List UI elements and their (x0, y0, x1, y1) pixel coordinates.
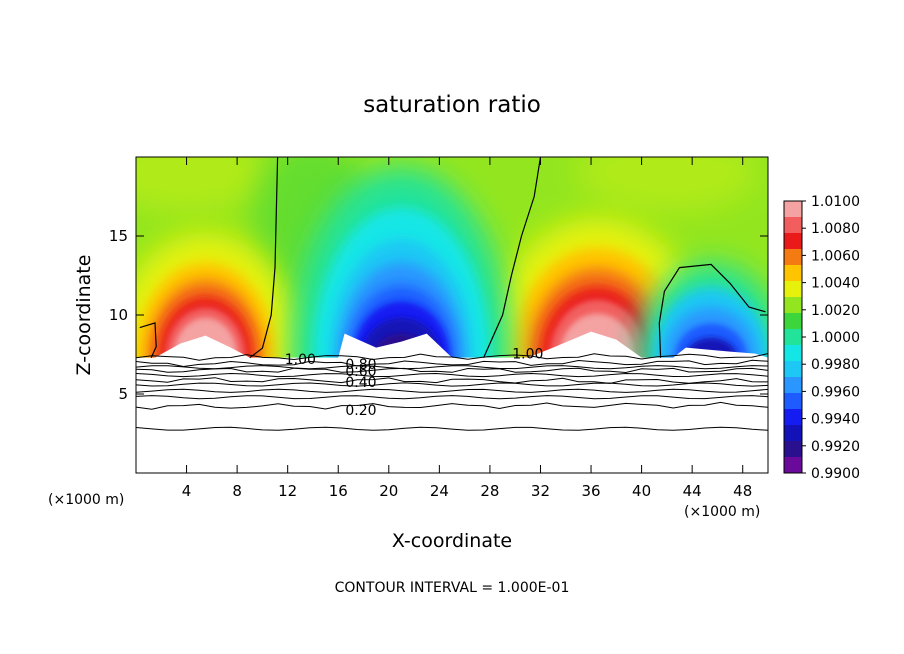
colorbar-label: 1.0020 (811, 303, 860, 319)
colorbar-label: 1.0040 (811, 276, 860, 292)
x-tick-label: 32 (531, 482, 550, 500)
colorbar-label: 1.0000 (811, 330, 860, 346)
blanked-region (136, 331, 768, 473)
contour-line (139, 322, 157, 358)
y-axis-ticks: 5 10 15 (109, 227, 768, 403)
colorbar-label: 1.0100 (811, 194, 860, 210)
x-tick-label: 44 (683, 482, 702, 500)
x-tick-label: 20 (379, 482, 398, 500)
colorbar-swatch (784, 297, 802, 314)
contour-line (136, 367, 768, 374)
colorbar-swatch (784, 425, 802, 442)
x-tick-label: 24 (430, 482, 449, 500)
contour-label: 1.00 (285, 352, 316, 368)
contour-label: 0.60 (345, 364, 376, 380)
contour-line (136, 372, 768, 378)
x-tick-label: 16 (329, 482, 348, 500)
colorbar-swatch (784, 377, 802, 394)
x-tick-label: 48 (733, 482, 752, 500)
contour-lines (136, 157, 768, 431)
colorbar-swatch (784, 233, 802, 250)
colorbar-swatch (784, 441, 802, 458)
colorbar-swatch (784, 217, 802, 234)
colorbar-swatch (784, 393, 802, 410)
contour-label: 1.00 (512, 347, 543, 363)
colorbar-swatch (784, 457, 802, 474)
x-tick-label: 8 (232, 482, 242, 500)
colorbar-label: 1.0080 (811, 221, 860, 237)
contour-line (136, 377, 768, 384)
field-band (136, 157, 267, 213)
y-tick-label: 15 (109, 227, 128, 245)
contour-line (136, 401, 768, 410)
contour-line (136, 353, 768, 361)
x-tick-label: 36 (581, 482, 600, 500)
x-unit-left: (×1000 m) (48, 492, 124, 508)
x-unit-right: (×1000 m) (684, 504, 760, 520)
colorbar-swatch (784, 265, 802, 282)
chart-title: saturation ratio (363, 92, 541, 118)
colorbar-swatch (784, 409, 802, 426)
contour-line (249, 157, 279, 359)
colorbar-swatch (784, 361, 802, 378)
colorbar-label: 1.0060 (811, 248, 860, 264)
x-axis-ticks: 4 8 12 16 20 24 28 32 36 40 44 48 (182, 157, 752, 500)
y-tick-label: 10 (109, 306, 128, 324)
x-axis-label: X-coordinate (392, 530, 512, 552)
colorbar-swatch (784, 201, 802, 218)
colorbar-swatch (784, 249, 802, 266)
colorbar-label: 0.9940 (811, 412, 860, 428)
contour-line (136, 388, 768, 393)
contour-label: 0.80 (345, 357, 376, 373)
contour-interval-note: CONTOUR INTERVAL = 1.000E-01 (335, 580, 570, 596)
y-axis-label: Z-coordinate (73, 255, 95, 376)
contour-line (658, 263, 766, 358)
contour-line (136, 365, 768, 370)
colorbar-swatch (784, 345, 802, 362)
contour-labels: 1.00 1.00 0.800.600.40 0.20 (285, 347, 544, 419)
contour-line (483, 157, 542, 358)
contour-label: 0.20 (345, 403, 376, 419)
colorbar: 1.0100 1.0080 1.0060 1.0040 1.0020 1.0000 0.99… (783, 194, 860, 482)
contour-line (136, 426, 768, 431)
contour-line (136, 382, 768, 387)
x-tick-label: 4 (182, 482, 192, 500)
colorbar-swatch (784, 329, 802, 346)
x-tick-label: 40 (632, 482, 651, 500)
field-band (576, 157, 757, 213)
contour-line (136, 395, 768, 400)
x-tick-label: 12 (278, 482, 297, 500)
y-tick-label: 5 (118, 385, 128, 403)
colorbar-swatch (784, 281, 802, 298)
plot-area (136, 157, 768, 473)
colorbar-label: 0.9960 (811, 384, 860, 400)
colorbar-label: 0.9980 (811, 357, 860, 373)
contour-label: 0.40 (345, 375, 376, 391)
colorbar-label: 0.9920 (811, 439, 860, 455)
colorbar-swatch (784, 313, 802, 330)
contour-line (136, 359, 768, 368)
colorbar-label: 0.9900 (811, 466, 860, 482)
x-tick-label: 28 (480, 482, 499, 500)
